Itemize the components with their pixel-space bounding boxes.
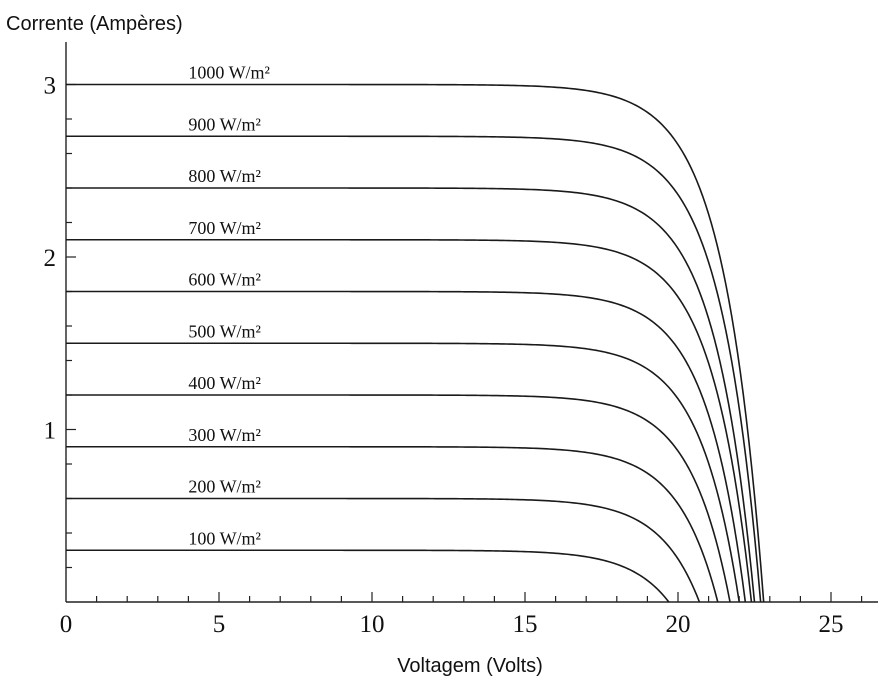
curves: [66, 83, 765, 603]
series-label: 300 W/m²: [188, 425, 261, 445]
iv-curve-series: [66, 135, 762, 603]
x-tick-label: 10: [360, 611, 385, 638]
iv-curve-series: [66, 83, 765, 603]
iv-curve-series: [66, 549, 670, 603]
series-label: 500 W/m²: [188, 321, 261, 341]
y-tick-label: 2: [44, 245, 57, 272]
axes: [65, 42, 878, 603]
x-tick-label: 0: [60, 611, 73, 638]
iv-curve-series: [66, 290, 747, 603]
iv-curve-series: [66, 238, 753, 603]
iv-curve-series: [66, 497, 701, 603]
series-label: 100 W/m²: [188, 528, 261, 548]
iv-curve-series: [66, 342, 740, 603]
curve-labels: 1000 W/m² 900 W/m² 800 W/m² 700 W/m² 600 W/m…: [188, 63, 270, 549]
x-tick-label: 15: [513, 611, 538, 638]
y-axis-label: Corrente (Ampères): [6, 13, 183, 35]
series-label: 1000 W/m²: [188, 63, 270, 83]
x-axis-label: Voltagem (Volts): [397, 655, 543, 677]
y-tick-label: 1: [44, 418, 57, 445]
iv-curve-series: [66, 445, 719, 603]
series-label: 600 W/m²: [188, 270, 261, 290]
iv-curve-series: [66, 394, 731, 603]
axis-ticks: 0 5 10 15 20 25 1 2 3: [44, 73, 863, 638]
series-label: 400 W/m²: [188, 373, 261, 393]
iv-curve-series: [66, 187, 756, 603]
x-tick-label: 25: [819, 611, 844, 638]
x-tick-label: 5: [213, 611, 226, 638]
series-label: 800 W/m²: [188, 166, 261, 186]
x-tick-label: 20: [666, 611, 691, 638]
series-label: 700 W/m²: [188, 218, 261, 238]
y-tick-label: 3: [44, 73, 57, 100]
series-label: 200 W/m²: [188, 477, 261, 497]
series-label: 900 W/m²: [188, 114, 261, 134]
